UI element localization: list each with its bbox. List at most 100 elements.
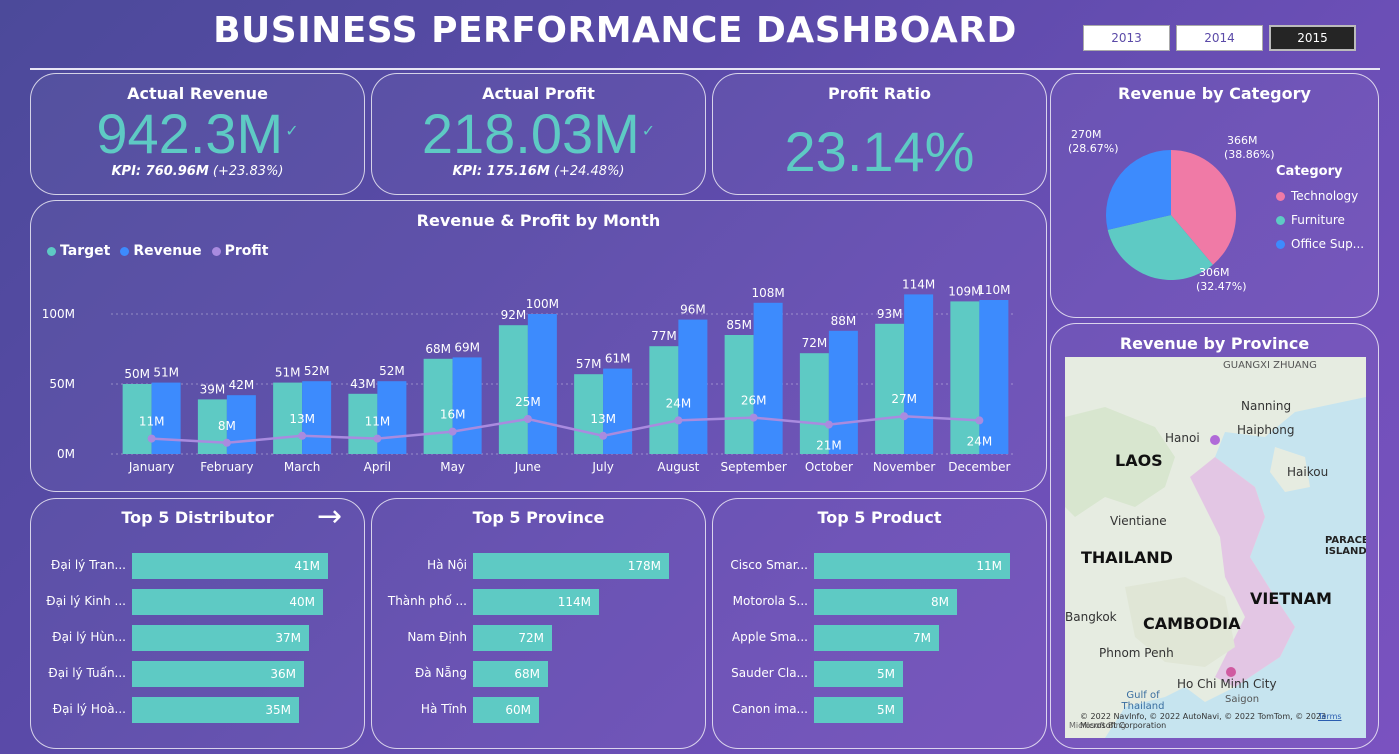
product-bar[interactable]: 5M [814,697,903,723]
target-bar[interactable] [423,358,453,454]
profit-point[interactable] [824,420,833,429]
revenue-bar[interactable] [226,395,256,454]
distributor-row[interactable]: Đại lý Hoà... 35M [31,697,364,723]
legend-office-supplies[interactable]: Office Sup... [1276,237,1364,251]
target-bar[interactable] [724,335,754,454]
target-bar[interactable] [799,353,829,454]
map-terms-link[interactable]: Terms [1318,712,1342,721]
revenue-bar[interactable] [828,330,858,454]
legend-furniture[interactable]: Furniture [1276,213,1364,227]
revenue-bar[interactable] [979,300,1009,454]
distributor-row[interactable]: Đại lý Tuấn... 36M [31,661,364,687]
province-row[interactable]: Thành phố ... 114M [372,589,705,615]
target-bar[interactable] [197,399,227,454]
product-bar[interactable]: 8M [814,589,957,615]
pie-value-label: 306M [1199,266,1230,279]
profit-point[interactable] [599,431,608,440]
profit-point[interactable] [900,412,909,421]
profit-ratio-title: Profit Ratio [828,84,931,103]
map-label-haiphong: Haiphong [1237,423,1295,437]
revenue-bar[interactable] [904,294,934,454]
target-bar[interactable] [649,346,679,454]
category-legend-title: Category [1276,164,1343,179]
target-bar[interactable] [498,325,528,454]
profit-point[interactable] [373,434,382,443]
product-row[interactable]: Motorola S... 8M [713,589,1046,615]
legend-furniture-label: Furniture [1291,213,1345,227]
product-row[interactable]: Canon ima... 5M [713,697,1046,723]
province-bar[interactable]: 114M [473,589,599,615]
product-bar[interactable]: 7M [814,625,939,651]
legend-revenue[interactable]: Revenue [120,243,202,259]
revenue-bar[interactable] [377,381,407,454]
profit-point[interactable] [448,427,457,436]
distributor-row[interactable]: Đại lý Kinh ... 40M [31,589,364,615]
distributor-bar[interactable]: 40M [132,589,323,615]
year-2013-button[interactable]: 2013 [1083,25,1170,51]
pie-slice[interactable] [1107,215,1213,280]
province-row[interactable]: Đà Nẵng 68M [372,661,705,687]
target-bar[interactable] [574,374,604,454]
product-label: Apple Sma... [731,630,808,644]
distributor-bar[interactable]: 37M [132,625,309,651]
profit-point[interactable] [222,438,231,447]
map-label-phnompenh: Phnom Penh [1099,646,1174,660]
pie-slice[interactable] [1106,150,1171,230]
province-map[interactable]: GUANGXI ZHUANG Nanning Hanoi Haiphong LA… [1065,357,1366,738]
province-row[interactable]: Hà Nội 178M [372,553,705,579]
province-row[interactable]: Nam Định 72M [372,625,705,651]
revenue-bar[interactable] [452,357,482,454]
top-distributor-card: Top 5 Distributor → Đại lý Tran... 41M Đại… [30,498,365,749]
profit-data-label: 25M [515,395,541,409]
distributor-row[interactable]: Đại lý Hùn... 37M [31,625,364,651]
product-bar[interactable]: 11M [814,553,1010,579]
x-tick-label: November [873,460,935,474]
revenue-bar[interactable] [527,314,557,454]
product-row[interactable]: Apple Sma... 7M [713,625,1046,651]
y-tick-label: 100M [42,307,75,321]
revenue-bar[interactable] [753,302,783,454]
revenue-bar[interactable] [302,381,332,454]
arrow-right-icon[interactable]: → [317,499,343,534]
profit-point[interactable] [749,413,758,422]
map-label-saigon: Saigon [1225,694,1260,705]
province-row[interactable]: Hà Tĩnh 60M [372,697,705,723]
province-value: 68M [514,667,540,681]
legend-profit[interactable]: Profit [211,243,269,259]
profit-point[interactable] [147,434,156,443]
revenue-bar[interactable] [151,382,181,454]
province-bar[interactable]: 60M [473,697,539,723]
distributor-row[interactable]: Đại lý Tran... 41M [31,553,364,579]
target-bar[interactable] [122,384,152,454]
year-2015-button[interactable]: 2015 [1269,25,1356,51]
legend-target[interactable]: Target [47,243,110,259]
product-row[interactable]: Sauder Cla... 5M [713,661,1046,687]
revenue-bar[interactable] [603,368,633,454]
profit-point[interactable] [523,415,532,423]
year-2014-button[interactable]: 2014 [1176,25,1263,51]
profit-dot-icon [211,246,221,256]
target-bar[interactable] [875,323,905,454]
product-bar[interactable]: 5M [814,661,903,687]
target-bar[interactable] [950,301,980,454]
revenue-bar[interactable] [678,319,708,454]
profit-point[interactable] [298,431,307,440]
product-row[interactable]: Cisco Smar... 11M [713,553,1046,579]
distributor-bar[interactable]: 35M [132,697,299,723]
pie-slice[interactable] [1171,150,1236,265]
province-bar[interactable]: 68M [473,661,548,687]
profit-data-label: 24M [967,434,993,448]
distributor-bar[interactable]: 41M [132,553,328,579]
province-bar[interactable]: 178M [473,553,669,579]
distributor-bar[interactable]: 36M [132,661,304,687]
profit-point[interactable] [975,416,984,425]
profit-point[interactable] [674,416,683,425]
map-label-gulf: Gulf of Thailand [1121,690,1165,712]
target-bar[interactable] [273,382,303,454]
province-bar[interactable]: 72M [473,625,552,651]
legend-technology[interactable]: Technology [1276,189,1364,203]
revenue-data-label: 96M [680,303,706,317]
target-bar[interactable] [348,393,378,454]
product-label: Canon ima... [732,702,808,716]
top-province-card: Top 5 Province Hà Nội 178M Thành phố ... 11… [371,498,706,749]
